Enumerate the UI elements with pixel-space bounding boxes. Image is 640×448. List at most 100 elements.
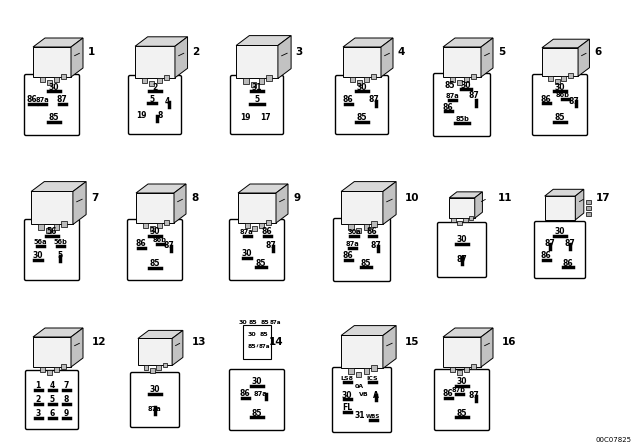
Polygon shape [175,37,188,78]
Bar [349,77,355,82]
Polygon shape [278,35,291,78]
Polygon shape [545,190,584,196]
Text: 85: 85 [445,81,455,90]
Text: 85: 85 [248,345,257,349]
Polygon shape [341,326,396,336]
Bar [449,198,475,218]
Bar [33,47,71,77]
Bar [143,223,147,228]
Polygon shape [236,35,291,46]
Text: 30: 30 [248,332,256,336]
Text: 87: 87 [564,240,575,249]
Text: 87a: 87a [345,241,359,247]
FancyBboxPatch shape [131,372,179,427]
Text: 85: 85 [457,409,467,418]
Text: 87: 87 [568,96,579,105]
Text: WBS: WBS [366,414,380,418]
Text: 12: 12 [92,337,106,347]
Bar [470,74,476,79]
Bar [586,200,591,204]
Bar [33,337,71,367]
Bar [470,364,476,369]
Bar [371,365,377,370]
Text: 30a: 30a [347,229,361,235]
Bar [157,223,161,228]
Text: 31: 31 [355,412,365,421]
Bar [568,73,573,78]
Text: 86b: 86b [556,92,570,98]
Polygon shape [136,184,186,193]
Text: 87a: 87a [259,345,269,349]
Bar [156,366,161,370]
Text: 11: 11 [498,193,512,203]
Text: 56: 56 [47,228,57,237]
Text: 0A: 0A [355,384,364,389]
Bar [364,77,369,82]
Bar [364,224,369,230]
Text: 86: 86 [262,228,272,237]
FancyBboxPatch shape [230,220,285,280]
Bar [236,46,278,78]
Text: 30: 30 [457,236,467,245]
Bar [163,363,167,367]
Text: 19: 19 [136,111,147,120]
FancyBboxPatch shape [129,76,182,134]
Text: 86: 86 [136,240,147,249]
Text: 86: 86 [541,251,551,260]
Text: 9: 9 [63,409,68,418]
Text: 87a: 87a [254,391,268,397]
Text: 10: 10 [405,193,419,203]
Text: 87a: 87a [148,406,162,412]
Text: 85: 85 [49,113,60,122]
Text: 85: 85 [252,409,262,418]
Bar [259,78,264,84]
Text: 15: 15 [405,337,419,347]
Polygon shape [238,184,288,193]
Text: 30: 30 [555,228,565,237]
FancyBboxPatch shape [435,370,490,431]
Text: 19: 19 [240,113,250,122]
Bar [38,224,44,230]
Bar [164,75,169,80]
Text: A: A [373,391,379,400]
Text: 17: 17 [260,113,270,122]
Bar [150,368,154,373]
Bar [561,76,566,81]
Bar [46,228,51,233]
Bar [244,223,250,228]
Bar [243,325,271,359]
Text: 30: 30 [49,82,60,91]
Text: 4: 4 [49,382,54,391]
Text: 86: 86 [443,389,453,399]
Bar [348,369,354,374]
Bar [142,78,147,83]
Bar [443,47,481,77]
Text: 14: 14 [269,337,284,347]
Text: 87a: 87a [35,97,49,103]
FancyBboxPatch shape [532,74,588,135]
Text: 85: 85 [555,113,565,122]
Bar [31,191,73,224]
Text: 30: 30 [342,391,352,400]
Text: 86b: 86b [153,237,167,243]
Text: 3: 3 [296,47,303,57]
Polygon shape [449,192,483,198]
Text: 30: 30 [461,81,471,90]
Polygon shape [341,181,396,191]
Text: 17: 17 [596,193,611,203]
Text: 86: 86 [240,389,250,399]
Bar [243,78,249,84]
Text: 00C07825: 00C07825 [596,437,632,443]
Polygon shape [343,38,393,47]
Bar [456,370,461,375]
Text: 8: 8 [63,396,68,405]
Bar [443,337,481,367]
Polygon shape [481,328,493,367]
FancyBboxPatch shape [26,370,79,430]
Text: 8: 8 [191,193,198,203]
Bar [463,77,468,82]
Bar [463,367,468,372]
Text: 87a: 87a [240,229,254,235]
Text: VB: VB [359,392,369,397]
Text: 5: 5 [255,95,260,104]
